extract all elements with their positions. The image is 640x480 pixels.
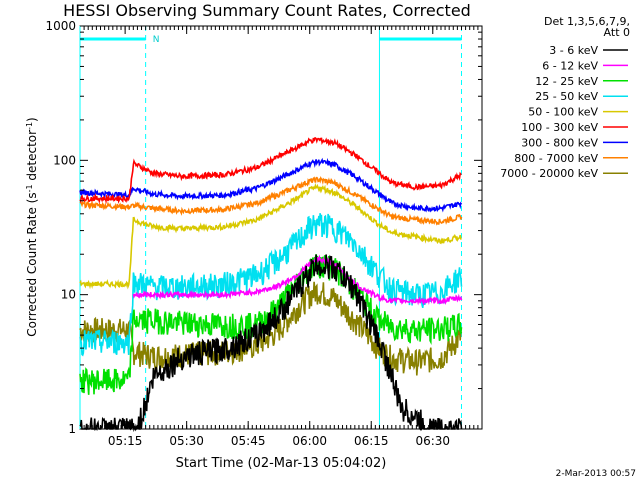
legend-label: 300 - 800 keV xyxy=(521,136,598,149)
series-line-300-800-kev xyxy=(79,157,463,213)
legend-label: 3 - 6 keV xyxy=(549,44,598,57)
legend-label: 6 - 12 keV xyxy=(542,59,598,72)
legend: Det 1,3,5,6,7,9,Att 0 3 - 6 keV 6 - 12 keV… xyxy=(500,15,630,180)
chart-title: HESSI Observing Summary Count Rates, Cor… xyxy=(63,1,471,20)
x-tick-label: 05:15 xyxy=(108,434,143,448)
y-tick-label: 10 xyxy=(61,288,76,302)
legend-label: 7000 - 20000 keV xyxy=(500,167,598,180)
legend-label: 25 - 50 keV xyxy=(535,90,598,103)
legend-header-0: Det 1,3,5,6,7,9, xyxy=(544,15,630,28)
marker-label-2: N xyxy=(153,35,160,45)
series-line-800-7000-kev xyxy=(79,175,463,226)
footer-timestamp: 2-Mar-2013 00:57 xyxy=(556,469,636,479)
series-line-100-300-kev xyxy=(79,137,462,204)
series-line-25-50-kev xyxy=(79,213,463,357)
y-tick-label: 1000 xyxy=(45,19,76,33)
y-tick-label: 1 xyxy=(68,422,76,436)
axis-layer: 05:15 05:30 05:45 06:00 06:15 06:30 1 10 100 1000 xyxy=(45,19,482,448)
plot-frame xyxy=(79,25,483,430)
x-tick-label: 06:30 xyxy=(415,434,450,448)
legend-label: 800 - 7000 keV xyxy=(514,152,598,165)
y-tick-label: 100 xyxy=(53,153,76,167)
y-axis-label: Corrected Count Rate (s-1 detector-1) xyxy=(25,117,40,336)
legend-label: 100 - 300 keV xyxy=(521,121,598,134)
legend-header-1: Att 0 xyxy=(604,26,630,39)
series-line-50-100-kev xyxy=(79,182,462,290)
x-axis-label: Start Time (02-Mar-13 05:04:02) xyxy=(176,456,387,471)
series-layer xyxy=(79,137,463,433)
series-line-7000-20000-kev xyxy=(79,281,463,376)
legend-label: 12 - 25 keV xyxy=(535,75,598,88)
x-tick-label: 06:00 xyxy=(292,434,327,448)
series-line-3-6-kev xyxy=(79,254,463,433)
series-line-6-12-kev xyxy=(132,254,463,306)
x-tick-label: 05:30 xyxy=(169,434,204,448)
x-tick-label: 05:45 xyxy=(231,434,266,448)
x-tick-label: 06:15 xyxy=(354,434,389,448)
legend-label: 50 - 100 keV xyxy=(528,106,598,119)
